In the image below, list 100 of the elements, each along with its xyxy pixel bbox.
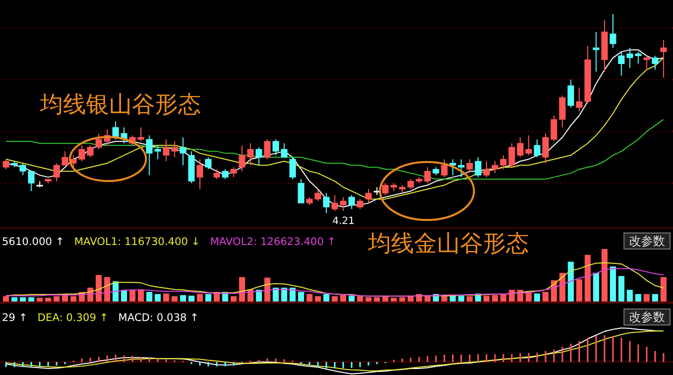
candlestick <box>272 138 280 156</box>
candlestick <box>180 136 186 166</box>
candlestick <box>534 138 540 158</box>
candlestick <box>162 138 170 162</box>
candlestick <box>618 51 625 76</box>
bar <box>576 279 582 302</box>
candlestick <box>348 194 355 210</box>
bar <box>626 290 633 302</box>
annotation: 4.21 <box>332 216 355 227</box>
bar <box>348 296 355 302</box>
bar <box>205 294 212 302</box>
text: 29 ↑ <box>2 312 28 324</box>
bar <box>230 296 237 302</box>
candlestick <box>635 51 642 64</box>
bar <box>28 297 34 302</box>
candlestick <box>474 156 482 178</box>
bar <box>129 290 136 302</box>
candlestick <box>280 142 288 158</box>
bar <box>264 278 270 302</box>
text: 5610.000 ↑ <box>2 236 64 248</box>
bar <box>466 296 473 302</box>
candlestick <box>298 178 304 204</box>
candlestick <box>332 194 338 212</box>
bar <box>104 277 110 302</box>
bar <box>602 249 608 302</box>
bar <box>332 296 338 302</box>
bar <box>146 292 152 302</box>
bar <box>484 296 490 302</box>
candlestick <box>230 166 237 178</box>
candlestick <box>592 31 600 72</box>
candlestick <box>289 156 296 180</box>
bar <box>652 294 658 302</box>
candlestick <box>196 158 204 190</box>
bar <box>559 272 566 302</box>
bar <box>314 296 321 302</box>
bar <box>534 294 540 302</box>
candlestick <box>626 47 634 68</box>
bar <box>239 277 246 302</box>
bar <box>306 294 312 302</box>
bar <box>11 297 18 302</box>
annotation: 均线金山谷形态 <box>367 231 529 257</box>
candlestick <box>516 136 524 158</box>
candlestick <box>576 87 582 112</box>
bar <box>441 296 448 302</box>
bar <box>399 297 406 302</box>
button: 改参数 <box>624 308 670 326</box>
bar <box>424 296 430 302</box>
annotation: 均线银山谷形态 <box>39 92 201 118</box>
bar <box>374 297 380 302</box>
bar <box>635 294 642 302</box>
candlestick <box>340 196 346 212</box>
candlestick <box>323 192 330 214</box>
bar <box>3 296 9 302</box>
bar <box>323 294 330 302</box>
candlestick <box>214 168 220 180</box>
bar <box>196 294 203 302</box>
candlestick <box>441 158 448 178</box>
candlestick <box>382 182 389 196</box>
bar <box>96 274 102 302</box>
bar <box>188 296 194 302</box>
bar <box>593 272 600 302</box>
bar <box>172 296 178 302</box>
candlestick <box>95 132 102 150</box>
bar <box>568 262 574 302</box>
bar <box>365 297 372 302</box>
bar <box>154 294 161 302</box>
bar <box>357 296 364 302</box>
bar <box>458 296 464 302</box>
bar <box>272 288 279 302</box>
candlestick <box>643 55 650 70</box>
candlestick <box>171 140 178 158</box>
candlestick <box>154 144 161 160</box>
candlestick <box>256 146 262 166</box>
bar <box>542 292 549 302</box>
candlestick <box>466 158 473 174</box>
candlestick <box>525 134 532 156</box>
button: 改参数 <box>624 232 670 250</box>
bar <box>492 295 498 302</box>
text: DEA: 0.309 ↑ <box>38 312 108 324</box>
candlestick <box>28 170 35 192</box>
candlestick <box>450 158 456 176</box>
candlestick <box>365 188 372 204</box>
bar <box>290 288 296 302</box>
text: MAVOL2: 126623.400 ↑ <box>210 236 336 248</box>
bar <box>70 296 76 302</box>
bar <box>281 288 288 302</box>
candlestick <box>87 144 94 158</box>
bar <box>660 277 667 302</box>
bar <box>618 276 624 302</box>
bar <box>180 295 186 302</box>
bar <box>584 254 591 302</box>
bar <box>54 296 60 302</box>
candlestick <box>2 158 10 170</box>
candlestick <box>610 14 616 48</box>
bar <box>610 266 616 302</box>
candlestick <box>146 134 153 176</box>
candlestick <box>264 138 271 160</box>
candlestick <box>660 39 667 78</box>
bar <box>298 292 304 302</box>
candlestick <box>652 55 658 70</box>
